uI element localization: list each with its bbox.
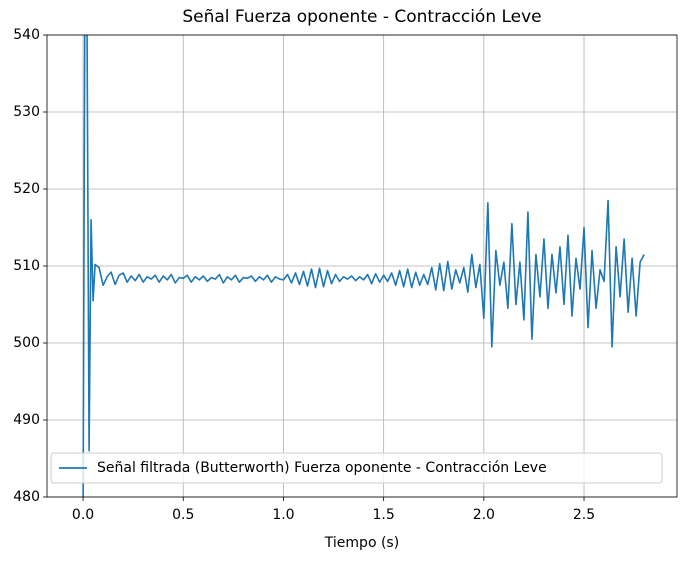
data-line <box>82 35 645 497</box>
y-tick-label: 540 <box>13 27 40 43</box>
chart-title: Señal Fuerza oponente - Contracción Leve <box>182 7 541 27</box>
legend-label: Señal filtrada (Butterworth) Fuerza opon… <box>97 460 547 476</box>
y-tick-label: 500 <box>13 335 40 351</box>
x-tick-label: 2.0 <box>473 507 495 523</box>
y-tick-label: 520 <box>13 181 40 197</box>
legend-box <box>50 452 663 484</box>
y-tick-label: 490 <box>13 412 40 428</box>
x-tick-label: 1.5 <box>373 507 395 523</box>
y-tick-label: 510 <box>13 258 40 274</box>
x-tick-label: 2.5 <box>573 507 595 523</box>
x-tick-label: 0.5 <box>172 507 194 523</box>
x-tick-label: 1.0 <box>272 507 294 523</box>
y-tick-label: 480 <box>13 489 40 505</box>
x-tick-label: 0.0 <box>72 507 94 523</box>
x-axis-label: Tiempo (s) <box>324 535 399 551</box>
y-tick-label: 530 <box>13 104 40 120</box>
